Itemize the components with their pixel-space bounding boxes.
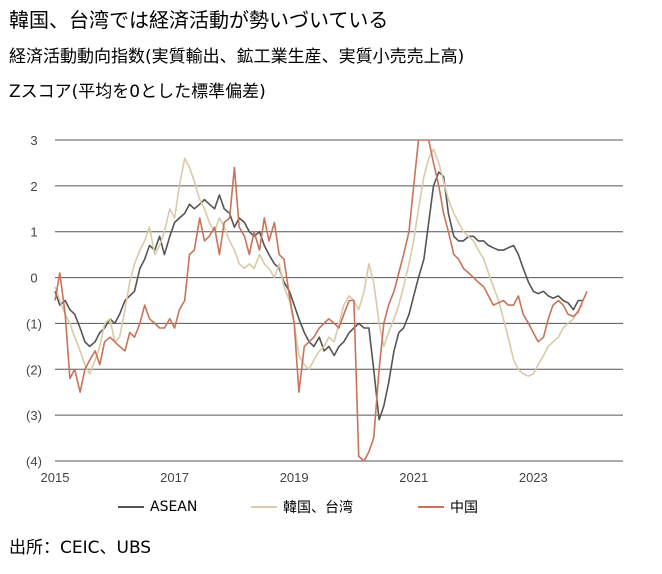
y-tick-label: 0 [30, 271, 37, 286]
x-tick-label: 2023 [519, 470, 548, 485]
series-line-china [54, 139, 588, 462]
unit-label: Zスコア(平均を0とした標準偏差) [9, 82, 266, 102]
x-tick-label: 2021 [399, 470, 428, 485]
legend-label-china: 中国 [450, 500, 478, 516]
y-tick-label: 2 [30, 179, 37, 194]
chart-title: 韓国、台湾では経済活動が勢いづいている [9, 8, 389, 32]
y-axis-tick-labels: 3 2 1 0 (1) (2) (3) (4) [26, 133, 42, 469]
x-axis-tick-labels: 2015 2017 2019 2021 2023 [41, 470, 548, 485]
series-lines [54, 139, 588, 462]
y-tick-label: 3 [30, 133, 37, 148]
series-line-korea-taiwan [54, 148, 584, 377]
chart-subtitle: 経済活動動向指数(実質輸出、鉱工業生産、実質小売売上高) [9, 47, 465, 67]
y-tick-label: (1) [26, 316, 42, 331]
legend-swatch-china [418, 506, 444, 508]
legend-swatch-asean [118, 506, 144, 508]
x-tick-label: 2017 [160, 470, 189, 485]
legend-swatch-korea-taiwan [251, 506, 277, 508]
source-note: 出所：CEIC、UBS [9, 538, 152, 558]
legend-asean: ASEAN [118, 496, 197, 518]
legend-label-korea-taiwan: 韓国、台湾 [283, 500, 353, 516]
legend-china: 中国 [418, 496, 478, 518]
gridlines [55, 139, 623, 462]
series-line-asean [54, 171, 583, 421]
y-tick-label: (4) [26, 454, 42, 469]
y-tick-label: (2) [26, 362, 42, 377]
legend-label-asean: ASEAN [150, 499, 198, 515]
x-tick-label: 2015 [41, 470, 70, 485]
y-tick-label: 1 [30, 225, 37, 240]
y-tick-label: (3) [26, 408, 42, 423]
x-tick-label: 2019 [280, 470, 309, 485]
legend-korea-taiwan: 韓国、台湾 [251, 496, 353, 518]
